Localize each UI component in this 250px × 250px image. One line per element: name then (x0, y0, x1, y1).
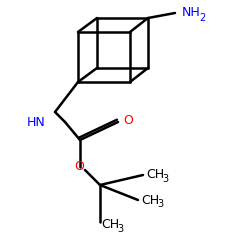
Text: 3: 3 (117, 224, 123, 234)
Text: O: O (74, 160, 84, 173)
Text: HN: HN (26, 116, 45, 128)
Text: 2: 2 (199, 13, 205, 23)
Text: O: O (123, 114, 133, 126)
Text: CH: CH (146, 168, 164, 181)
Text: 3: 3 (162, 174, 168, 184)
Text: NH: NH (182, 6, 201, 20)
Text: CH: CH (101, 218, 119, 232)
Text: CH: CH (141, 194, 159, 206)
Text: 3: 3 (157, 199, 163, 209)
